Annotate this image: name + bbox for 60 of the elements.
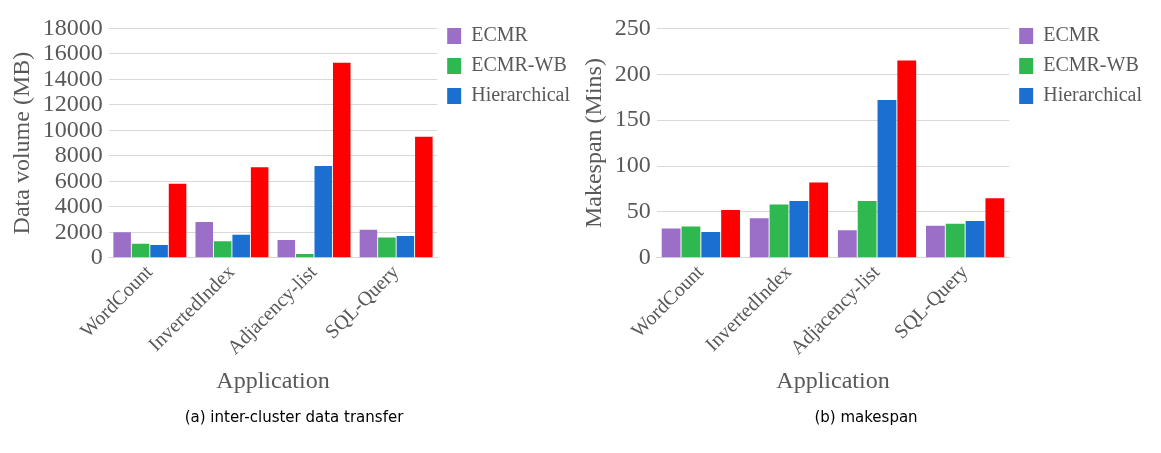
y-tick-label: 0 xyxy=(638,243,651,270)
x-axis-title: Application xyxy=(776,366,890,393)
bar xyxy=(314,166,333,258)
bar xyxy=(985,198,1005,258)
y-axis-title: Data volume (MB) xyxy=(7,51,34,235)
y-tick-label: 0 xyxy=(90,243,103,270)
bar xyxy=(332,62,351,258)
y-tick-label: 150 xyxy=(614,105,651,132)
bar xyxy=(415,136,433,258)
bar xyxy=(232,234,250,258)
y-tick-label: 12000 xyxy=(42,90,103,117)
y-tick-label: 2000 xyxy=(54,217,103,244)
y-tick-label: 50 xyxy=(626,197,651,224)
bar xyxy=(113,232,131,258)
bar xyxy=(837,230,857,258)
legend-label: Hierarchical xyxy=(471,83,571,106)
y-tick-label: 250 xyxy=(614,13,651,40)
bar xyxy=(877,99,897,258)
bar xyxy=(965,221,985,258)
y-tick-label: 100 xyxy=(614,151,651,178)
text: (b) makespan xyxy=(814,408,918,426)
y-tick-label: 10000 xyxy=(42,115,103,142)
legend-label: ECMR xyxy=(1043,23,1101,46)
x-axis-title: Application xyxy=(216,366,330,393)
y-tick-label: 4000 xyxy=(54,192,103,219)
bar xyxy=(897,60,917,258)
bar xyxy=(661,228,681,258)
bar xyxy=(945,223,965,258)
bar xyxy=(168,183,187,258)
legend-label: ECMR xyxy=(471,23,529,46)
text: (a) inter-cluster data transfer xyxy=(184,408,404,426)
bar xyxy=(721,210,740,258)
bar xyxy=(250,167,269,258)
bar xyxy=(789,200,809,258)
bar xyxy=(296,253,314,258)
bar xyxy=(359,229,378,258)
y-tick-label: 200 xyxy=(614,59,651,86)
bar xyxy=(195,222,214,258)
bar xyxy=(150,245,168,258)
bar xyxy=(378,237,396,258)
bar xyxy=(857,200,877,258)
y-axis-title: Makespan (Mins) xyxy=(579,58,606,229)
bar xyxy=(769,204,789,258)
legend-label: ECMR-WB xyxy=(1043,53,1139,76)
bar xyxy=(681,226,701,258)
bar xyxy=(925,225,945,258)
legend-label: Hierarchical xyxy=(1043,83,1143,106)
y-tick-label: 8000 xyxy=(54,141,103,168)
bar xyxy=(131,243,150,258)
legend-label: ECMR-WB xyxy=(471,53,567,76)
bar xyxy=(749,218,769,258)
bar xyxy=(277,239,296,258)
y-tick-label: 6000 xyxy=(54,166,103,193)
bar xyxy=(396,236,415,258)
y-tick-label: 14000 xyxy=(42,64,103,91)
bar xyxy=(213,241,232,258)
y-tick-label: 16000 xyxy=(42,39,103,66)
bar xyxy=(809,182,829,258)
bar xyxy=(701,232,721,258)
y-tick-label: 18000 xyxy=(42,13,103,40)
